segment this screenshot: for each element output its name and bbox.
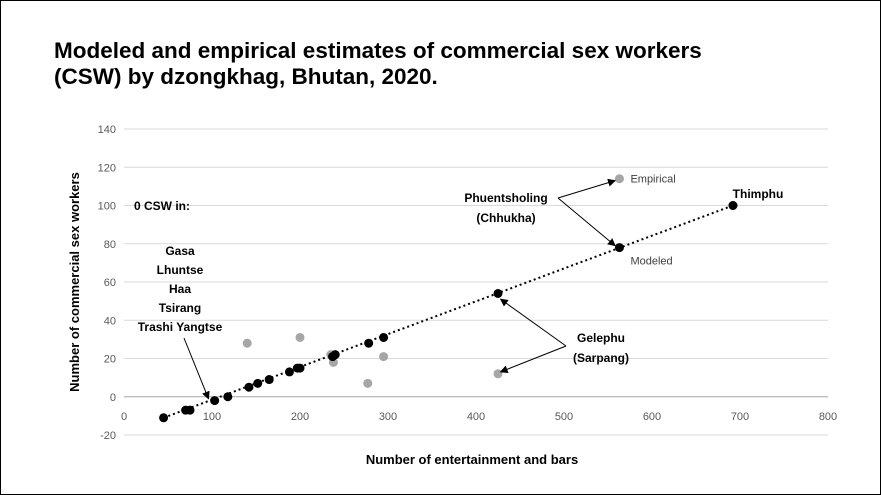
modeled-series: [159, 201, 738, 423]
modeled-point: [210, 396, 220, 406]
modeled-point: [185, 405, 195, 415]
empirical-point: [242, 338, 252, 348]
modeled-point: [493, 288, 503, 298]
zero-csw-item: Haa: [169, 282, 191, 296]
y-tick-label: -20: [100, 430, 116, 442]
x-tick-label: 100: [203, 411, 221, 423]
empirical-point: [379, 352, 389, 362]
x-tick-label: 700: [731, 411, 749, 423]
gelephu-district-label: (Sarpang): [573, 351, 629, 365]
x-axis-title: Number of entertainment and bars: [366, 452, 578, 467]
empirical-point: [493, 369, 503, 379]
zero-csw-arrow: [183, 337, 210, 400]
modeled-point: [728, 201, 738, 210]
empirical-point: [363, 378, 373, 388]
modeled-point: [223, 392, 233, 402]
gelephu-label: Gelephu: [577, 331, 625, 345]
gelephu-modeled-arrow: [499, 298, 567, 347]
x-tick-label: 800: [819, 411, 837, 423]
x-tick-label: 0: [121, 411, 127, 423]
zero-csw-item: Gasa: [165, 244, 195, 258]
zero-csw-item: Tsirang: [159, 301, 201, 315]
y-tick-label: 0: [110, 392, 116, 404]
modeled-point: [253, 378, 263, 388]
empirical-point: [614, 174, 624, 184]
empirical-label: Empirical: [630, 174, 675, 186]
y-tick-label: 40: [104, 315, 116, 327]
modeled-label: Modeled: [630, 256, 672, 268]
zero-csw-heading: 0 CSW in:: [134, 199, 190, 213]
annotations: 0 CSW in: Gasa Lhuntse Haa Tsirang Trashi Yan…: [134, 174, 784, 400]
y-tick-label: 20: [104, 354, 116, 366]
modeled-point: [330, 350, 340, 360]
modeled-point: [264, 375, 274, 385]
modeled-point: [364, 338, 374, 348]
x-tick-label: 400: [467, 411, 485, 423]
gridlines: [124, 128, 828, 436]
x-tick-label: 300: [379, 411, 397, 423]
zero-csw-item: Lhuntse: [157, 263, 204, 277]
modeled-point: [284, 367, 294, 377]
empirical-series: [242, 174, 738, 388]
thimphu-label: Thimphu: [733, 187, 784, 201]
modeled-point: [379, 332, 389, 342]
x-tick-label: 500: [555, 411, 573, 423]
y-tick-label: 140: [98, 124, 116, 136]
modeled-point: [295, 363, 305, 373]
chart-title: Modeled and empirical estimates of comme…: [54, 38, 854, 90]
modeled-point: [614, 243, 624, 253]
phuentsholing-district-label: (Chhukha): [476, 211, 535, 225]
chart-title-line-2: (CSW) by dzongkhag, Bhutan, 2020.: [54, 64, 438, 89]
gelephu-empirical-arrow: [499, 345, 567, 374]
phuentsholing-modeled-arrow: [557, 197, 616, 247]
y-tick-label: 120: [98, 162, 116, 174]
y-tick-label: 80: [104, 239, 116, 251]
phuentsholing-empirical-arrow: [557, 178, 616, 199]
x-tick-label: 600: [643, 411, 661, 423]
modeled-point: [159, 413, 169, 423]
x-tick-label: 200: [291, 411, 309, 423]
chart-title-line-1: Modeled and empirical estimates of comme…: [54, 38, 702, 63]
modeled-point: [244, 382, 254, 392]
y-tick-label: 100: [98, 201, 116, 213]
y-tick-label: 60: [104, 277, 116, 289]
empirical-point: [295, 332, 305, 342]
phuentsholing-label: Phuentsholing: [464, 191, 547, 205]
zero-csw-item: Trashi Yangtse: [138, 320, 223, 334]
axes: -20 0 20 40 60 80 100 120 140 0 100 200 300 400 500 600…: [67, 124, 837, 467]
y-axis-title: Number of commercial sex workers: [67, 172, 82, 392]
